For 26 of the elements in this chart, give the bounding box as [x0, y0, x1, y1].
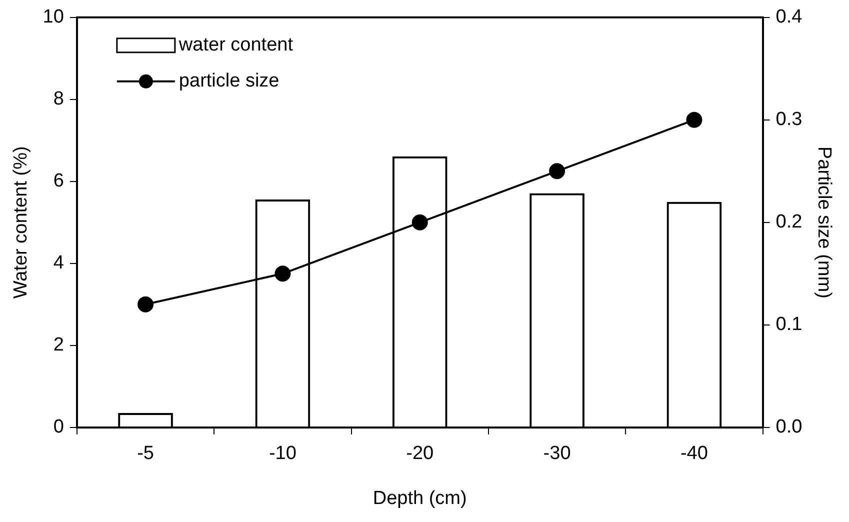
y2-tick-label: 0.2: [776, 212, 802, 233]
point: [412, 214, 428, 230]
x-tick-label: -10: [268, 443, 296, 464]
y2-axis-title: Particle size (mm): [813, 146, 834, 298]
y-tick-label: 2: [53, 334, 64, 356]
y-tick-label: 10: [42, 6, 64, 28]
y-tick-label: 0: [53, 416, 64, 438]
point: [549, 163, 566, 180]
x-tick-label: -40: [680, 443, 708, 464]
point: [274, 266, 291, 282]
y-axis-title: Water content (%): [10, 146, 32, 299]
y2-tick-label: 0.0: [776, 416, 802, 438]
x-tick-label: -5: [137, 443, 154, 464]
y-tick-label: 6: [53, 170, 64, 192]
point: [138, 296, 154, 312]
legend-label: particle size: [178, 70, 280, 92]
point: [686, 112, 702, 128]
legend-label: water content: [178, 34, 294, 56]
y-tick-label: 4: [53, 252, 64, 274]
y2-tick-label: 0.4: [776, 6, 803, 28]
x-tick-label: -20: [406, 443, 434, 464]
y-tick-label: 8: [53, 88, 64, 110]
x-tick-label: -30: [543, 443, 571, 464]
y2-tick-label: 0.1: [776, 314, 802, 336]
x-axis-title: Depth (cm): [372, 488, 467, 509]
y2-tick-label: 0.3: [776, 109, 802, 130]
